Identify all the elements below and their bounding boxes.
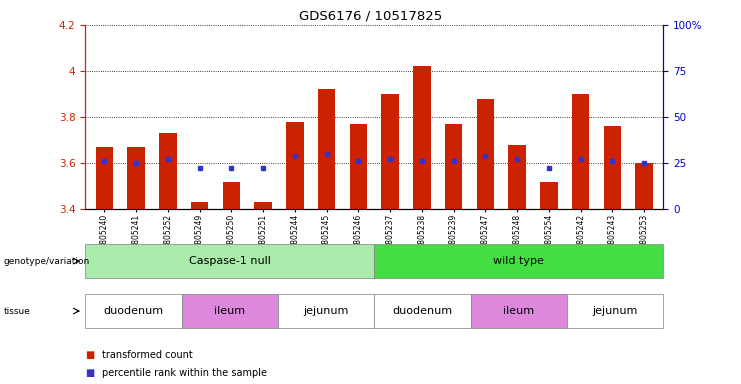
Text: duodenum: duodenum	[392, 306, 453, 316]
Bar	[540, 182, 557, 209]
Text: Caspase-1 null: Caspase-1 null	[189, 256, 270, 266]
Text: jejunum: jejunum	[303, 306, 349, 316]
Text: GDS6176 / 10517825: GDS6176 / 10517825	[299, 10, 442, 23]
Text: percentile rank within the sample: percentile rank within the sample	[102, 368, 267, 378]
Bar	[636, 163, 653, 209]
Text: wild type: wild type	[494, 256, 544, 266]
Bar	[572, 94, 589, 209]
Bar	[96, 147, 113, 209]
Bar	[445, 124, 462, 209]
Bar	[254, 202, 272, 209]
Bar	[476, 99, 494, 209]
Text: duodenum: duodenum	[103, 306, 164, 316]
Bar	[318, 89, 335, 209]
Bar	[286, 122, 304, 209]
Text: ileum: ileum	[503, 306, 534, 316]
Bar	[159, 133, 176, 209]
Bar	[508, 145, 526, 209]
Text: jejunum: jejunum	[592, 306, 638, 316]
Text: tissue: tissue	[4, 306, 30, 316]
Text: genotype/variation: genotype/variation	[4, 257, 90, 266]
Text: ■: ■	[85, 368, 94, 378]
Bar	[191, 202, 208, 209]
Text: ileum: ileum	[214, 306, 245, 316]
Bar	[413, 66, 431, 209]
Bar	[350, 124, 367, 209]
Bar	[604, 126, 621, 209]
Text: ■: ■	[85, 350, 94, 360]
Bar	[222, 182, 240, 209]
Bar	[127, 147, 144, 209]
Bar	[382, 94, 399, 209]
Text: transformed count: transformed count	[102, 350, 192, 360]
